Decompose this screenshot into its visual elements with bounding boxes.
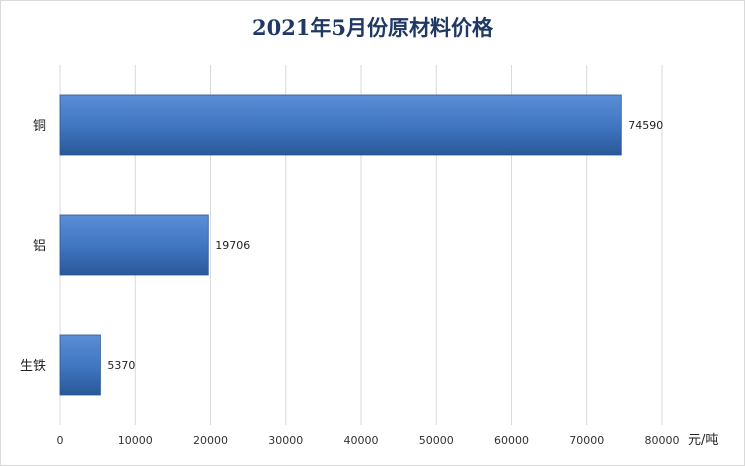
- x-tick-label: 30000: [268, 434, 303, 447]
- x-tick-label: 70000: [569, 434, 604, 447]
- data-label: 19706: [215, 239, 250, 252]
- x-axis-unit-label: 元/吨: [688, 433, 718, 448]
- bar-2: [59, 334, 101, 396]
- x-tick-label: 50000: [419, 434, 454, 447]
- x-tick-label: 40000: [344, 434, 379, 447]
- x-tick-label: 60000: [494, 434, 529, 447]
- chart-title: 2021年5月份原材料价格: [251, 15, 494, 40]
- labels: 0 10000 20000 30000 40000 50000 60000 70000 8000…: [20, 119, 718, 448]
- category-label: 铝: [33, 239, 46, 254]
- category-label: 铜: [33, 119, 46, 134]
- data-label: 5370: [107, 359, 135, 372]
- bar-1: [59, 214, 209, 276]
- x-tick-label: 10000: [118, 434, 153, 447]
- x-tick-label: 20000: [193, 434, 228, 447]
- bar-0: [59, 94, 622, 156]
- bars: [59, 94, 622, 396]
- category-label: 生铁: [20, 359, 46, 374]
- x-tick-label: 0: [57, 434, 64, 447]
- x-tick-label: 80000: [645, 434, 680, 447]
- data-label: 74590: [628, 119, 663, 132]
